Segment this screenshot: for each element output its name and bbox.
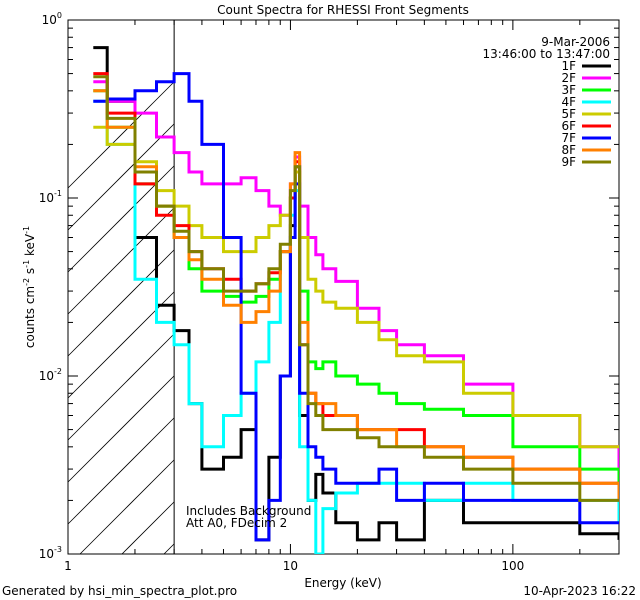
hatch-line	[121, 501, 175, 555]
chart-title: Count Spectra for RHESSI Front Segments	[217, 3, 469, 17]
hatch-line	[67, 123, 175, 231]
hatch-line	[67, 207, 175, 315]
legend-label-5F: 5F	[561, 107, 576, 121]
date-label: 9-Mar-2006	[541, 35, 610, 49]
series-2F	[93, 80, 619, 470]
excluded-energy-hatch	[67, 81, 175, 555]
x-axis: 1 10 100	[64, 20, 620, 573]
x-tick-label: 10	[283, 559, 298, 573]
legend-label-2F: 2F	[561, 71, 576, 85]
series-4F	[93, 99, 619, 554]
legend-label-6F: 6F	[561, 119, 576, 133]
hatch-line	[67, 81, 175, 189]
hatch-line	[67, 333, 175, 441]
footer-timestamp: 10-Apr-2023 16:22	[523, 584, 636, 598]
x-tick-label: 1	[64, 559, 72, 573]
series-6F	[93, 72, 619, 501]
y-axis: 100 10-1 10-2 10-3	[39, 11, 619, 561]
y-tick-label: 10-2	[39, 367, 62, 383]
y-axis-label: counts cm-2 s-1 keV-1	[22, 226, 37, 348]
hatch-line	[67, 375, 175, 483]
legend-label-3F: 3F	[561, 83, 576, 97]
hatch-line	[67, 249, 175, 357]
plot-frame	[67, 19, 620, 555]
annotation-background: Includes Background	[186, 504, 311, 518]
hatch-line	[67, 291, 175, 399]
y-tick-label: 100	[42, 11, 62, 27]
series-7F	[93, 72, 619, 542]
y-tick-label: 10-3	[39, 545, 62, 561]
series-9F	[93, 75, 619, 502]
annotation-attenuator: Att A0, FDecim 2	[186, 516, 287, 530]
legend-label-1F: 1F	[561, 59, 576, 73]
series-lines	[93, 46, 619, 554]
x-tick-label: 100	[501, 559, 524, 573]
hatch-line	[163, 543, 175, 555]
time-range-label: 13:46:00 to 13:47:00	[483, 47, 610, 61]
hatch-line	[67, 165, 175, 273]
legend-label-9F: 9F	[561, 155, 576, 169]
x-axis-label: Energy (keV)	[304, 576, 381, 590]
legend-label-7F: 7F	[561, 131, 576, 145]
hatch-line	[67, 417, 175, 525]
legend-label-4F: 4F	[561, 95, 576, 109]
y-tick-label: 10-1	[39, 189, 62, 205]
legend-label-8F: 8F	[561, 143, 576, 157]
footer-generated-by: Generated by hsi_min_spectra_plot.pro	[2, 584, 237, 598]
hatch-line	[79, 459, 175, 555]
